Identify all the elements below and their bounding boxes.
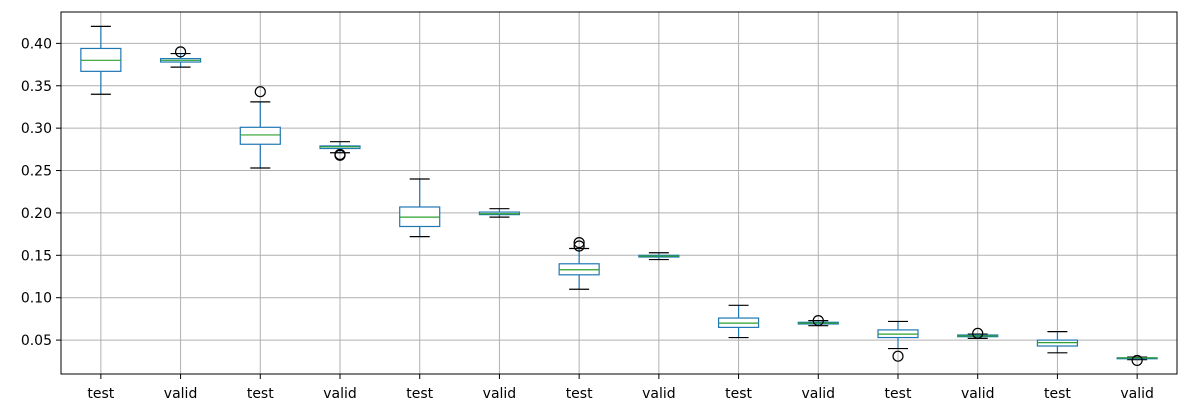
outlier-point: [334, 148, 346, 161]
box-valid: [1116, 354, 1158, 367]
x-tick-label: valid: [1120, 386, 1154, 402]
x-tick-label: test: [885, 386, 912, 402]
x-tick-label: valid: [802, 386, 836, 402]
y-tick-label: 0.15: [21, 248, 52, 264]
x-tick-label: test: [725, 386, 752, 402]
box-test: [558, 236, 600, 290]
box-test: [1036, 331, 1079, 354]
box-test: [717, 304, 760, 339]
grid-lines: [61, 12, 1177, 374]
x-tick-label: test: [247, 386, 274, 402]
outlier-point: [972, 327, 984, 339]
x-tick-label: test: [406, 386, 433, 402]
box-test: [399, 178, 441, 238]
x-tick-label: valid: [164, 386, 198, 402]
box-valid: [638, 252, 680, 261]
outlier-point: [174, 46, 187, 58]
x-tick-label: valid: [323, 386, 357, 402]
plot-frame: [60, 11, 1178, 375]
y-tick-label: 0.30: [21, 121, 52, 137]
box-valid: [957, 327, 999, 339]
x-tick-label: valid: [483, 386, 517, 402]
y-tick-label: 0.35: [21, 79, 52, 95]
box-test: [877, 320, 919, 362]
iqr-box: [239, 126, 281, 145]
box-series: [80, 25, 1158, 367]
outlier-point: [573, 240, 585, 252]
y-tick-label: 0.10: [21, 291, 52, 307]
outlier-point: [254, 86, 266, 98]
axis-ticks: [56, 42, 1138, 379]
box-valid: [797, 314, 839, 327]
y-tick-label: 0.40: [21, 36, 52, 52]
y-tick-label: 0.20: [21, 206, 52, 222]
box-valid: [159, 46, 202, 68]
box-valid: [319, 141, 361, 161]
x-tick-label: test: [87, 386, 114, 402]
y-tick-label: 0.25: [21, 164, 52, 180]
box-test: [239, 86, 281, 169]
x-tick-label: valid: [642, 386, 676, 402]
x-tick-label: test: [1044, 386, 1071, 402]
outlier-point: [812, 314, 824, 327]
x-tick-label: test: [566, 386, 593, 402]
x-tick-label: valid: [961, 386, 995, 402]
box-valid: [478, 208, 521, 218]
y-tick-label: 0.05: [21, 333, 52, 349]
outlier-point: [1131, 354, 1143, 367]
outlier-point: [573, 236, 585, 249]
outlier-point: [892, 350, 904, 362]
tick-labels: 0.05 0.10 0.15 0.20 0.25 0.30 0.35 0.40 test vali…: [21, 36, 1154, 402]
box-test: [80, 25, 122, 95]
